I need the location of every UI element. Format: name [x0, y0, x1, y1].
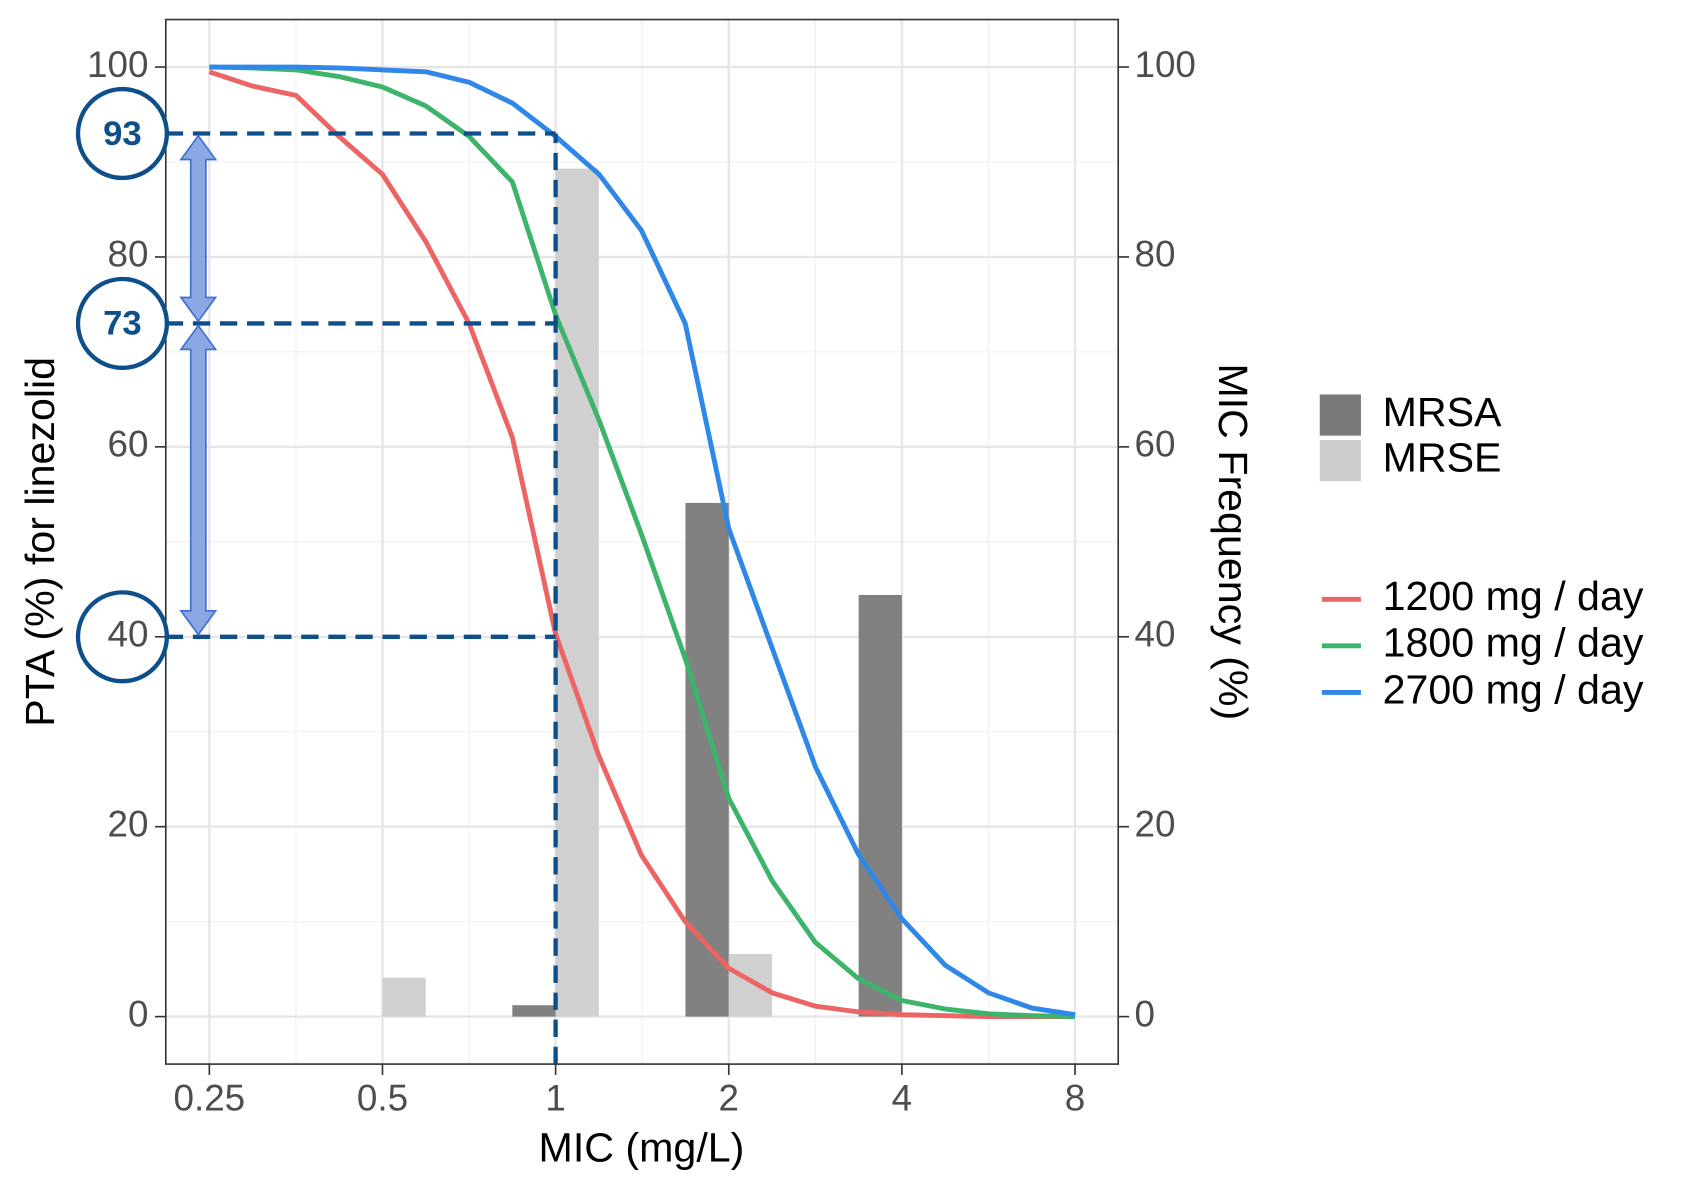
y-axis-title: PTA (%) for linezolid: [17, 357, 63, 727]
legend-label: MRSA: [1383, 389, 1502, 435]
range-arrow: [179, 134, 218, 323]
pta-line: [209, 64, 1076, 1018]
pta-line: [209, 64, 1076, 1020]
range-arrow: [179, 324, 218, 636]
x-tick-label: 8: [1065, 1078, 1085, 1119]
legend-label: 1200 mg / day: [1383, 573, 1644, 619]
x-tick-label: 0.5: [357, 1078, 408, 1119]
legend-swatch: [1319, 439, 1361, 482]
legend-swatch: [1319, 394, 1361, 436]
bar: [382, 977, 426, 1017]
y-tick-label: 0: [128, 993, 148, 1034]
callout-label: 93: [103, 115, 142, 153]
y2-tick-label: 0: [1134, 993, 1154, 1034]
x-tick-label: 1: [545, 1078, 565, 1119]
y-tick-label: 60: [107, 424, 148, 465]
y2-tick-label: 60: [1134, 424, 1175, 465]
x-tick-label: 0.25: [173, 1078, 245, 1119]
legend-label: MRSE: [1383, 434, 1502, 480]
x-tick-label: 4: [892, 1078, 912, 1119]
y-tick-label: 100: [87, 44, 148, 85]
y2-tick-label: 20: [1134, 803, 1175, 844]
legend-label: 2700 mg / day: [1383, 666, 1644, 712]
bar: [512, 1005, 556, 1017]
y-tick-label: 20: [107, 803, 148, 844]
callout-label: 73: [103, 305, 142, 343]
y2-tick-label: 40: [1134, 614, 1175, 655]
panel-border: [164, 18, 1120, 1065]
callout-circle: [75, 276, 170, 371]
y-tick-label: 80: [107, 234, 148, 275]
x-axis-title: MIC (mg/L): [539, 1125, 745, 1171]
y-tick-label: 40: [107, 614, 148, 655]
y2-axis-title: MIC Frequency (%): [1210, 363, 1256, 720]
legend-label: 1800 mg / day: [1383, 620, 1644, 666]
bar: [555, 168, 599, 1017]
pta-line: [208, 69, 1076, 1020]
y2-tick-label: 80: [1134, 234, 1175, 275]
callout-circle: [75, 590, 170, 684]
bar: [728, 953, 773, 1017]
callout-circle: [75, 86, 170, 181]
x-tick-label: 2: [719, 1078, 739, 1119]
y2-tick-label: 100: [1134, 44, 1195, 85]
bar: [858, 595, 902, 1017]
bar: [685, 502, 729, 1017]
